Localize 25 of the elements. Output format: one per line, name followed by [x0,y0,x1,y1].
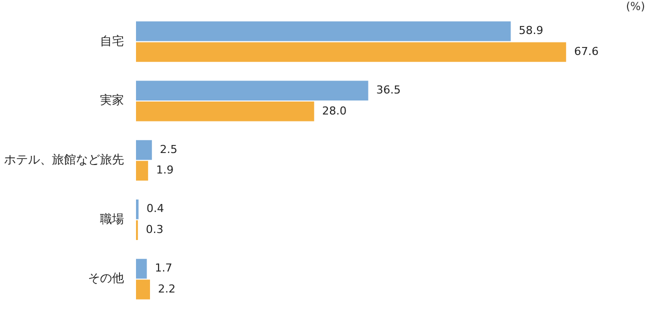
text: (%) [626,0,645,13]
y-tick-label: 職場 [100,212,124,226]
data-label: 67.6 [574,44,599,58]
bar [136,200,139,220]
bar [136,21,511,42]
data-label: 0.4 [146,202,164,216]
data-label: 58.9 [518,24,544,38]
bar [136,258,147,279]
data-label: 2.2 [158,282,176,296]
data-label: 36.5 [376,84,401,97]
bar [136,160,148,181]
bar [136,42,566,62]
y-tick-label: その他 [88,271,124,286]
y-tick-label: ホテル、旅館など旅先 [4,152,124,167]
bar [136,140,152,160]
data-label: 1.7 [154,262,172,275]
data-label: 28.0 [322,104,347,118]
data-label: 2.5 [160,142,178,156]
bar [136,80,368,101]
bar [136,102,314,122]
y-tick-label: 自宅 [100,34,124,48]
bar [136,280,150,300]
y-tick-label: 実家 [100,93,124,108]
data-label: 1.9 [156,164,174,177]
data-label: 0.3 [146,223,164,236]
